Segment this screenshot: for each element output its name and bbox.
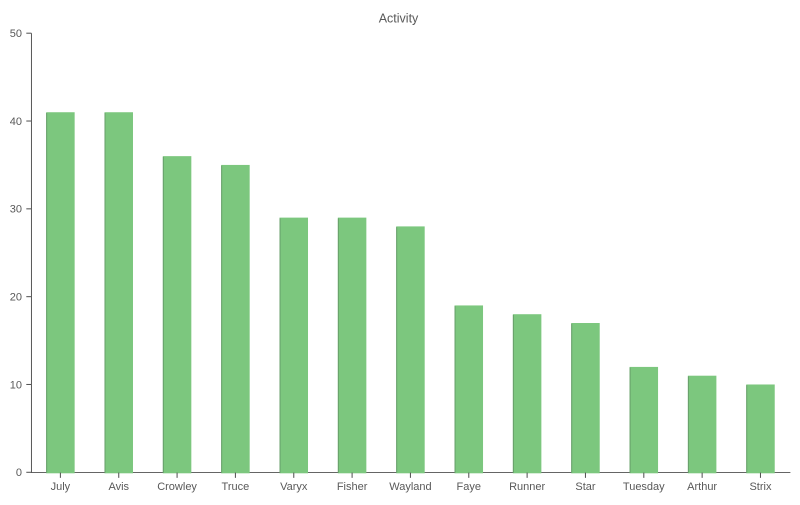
- svg-text:Star: Star: [575, 481, 596, 493]
- svg-text:30: 30: [10, 204, 22, 216]
- svg-text:Crowley: Crowley: [157, 481, 197, 493]
- svg-text:Runner: Runner: [509, 481, 545, 493]
- svg-text:40: 40: [10, 116, 22, 128]
- svg-text:Wayland: Wayland: [389, 481, 431, 493]
- svg-text:0: 0: [16, 467, 22, 479]
- svg-text:Truce: Truce: [222, 481, 250, 493]
- svg-text:July: July: [51, 481, 71, 493]
- svg-text:Activity: Activity: [379, 12, 419, 26]
- svg-text:Faye: Faye: [457, 481, 481, 493]
- svg-text:20: 20: [10, 292, 22, 304]
- svg-text:Varyx: Varyx: [280, 481, 308, 493]
- svg-text:10: 10: [10, 379, 22, 391]
- svg-text:Fisher: Fisher: [337, 481, 368, 493]
- svg-text:50: 50: [10, 28, 22, 40]
- svg-text:Tuesday: Tuesday: [623, 481, 665, 493]
- svg-text:Strix: Strix: [749, 481, 772, 493]
- svg-text:Arthur: Arthur: [687, 481, 717, 493]
- svg-text:Avis: Avis: [108, 481, 129, 493]
